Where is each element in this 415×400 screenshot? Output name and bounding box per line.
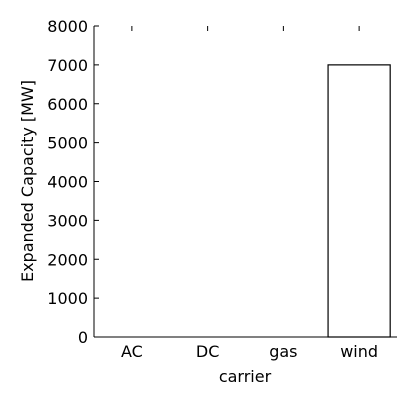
bars-layer: [327, 64, 391, 338]
x-ticks-layer: AC DC gas wind: [121, 26, 378, 361]
y-tick-label: 4000: [47, 173, 88, 192]
y-axis-label: Expanded Capacity [MW]: [18, 80, 37, 282]
x-tick-label: AC: [121, 342, 143, 361]
y-tick-label: 6000: [47, 95, 88, 114]
y-ticks-layer: 0 1000 2000 3000 4000 5000 6000 7000 8000: [47, 17, 99, 347]
y-tick-label: 2000: [47, 250, 88, 269]
y-tick-label: 8000: [47, 17, 88, 36]
x-axis-label: carrier: [219, 367, 272, 386]
y-tick-label: 1000: [47, 289, 88, 308]
x-tick-label: wind: [340, 342, 378, 361]
y-tick-label: 3000: [47, 211, 88, 230]
x-tick-label: gas: [269, 342, 297, 361]
y-tick-label: 7000: [47, 56, 88, 75]
y-tick-label: 5000: [47, 134, 88, 153]
x-tick-label: DC: [196, 342, 220, 361]
y-tick-label: 0: [78, 328, 88, 347]
bar-wind: [327, 64, 391, 338]
